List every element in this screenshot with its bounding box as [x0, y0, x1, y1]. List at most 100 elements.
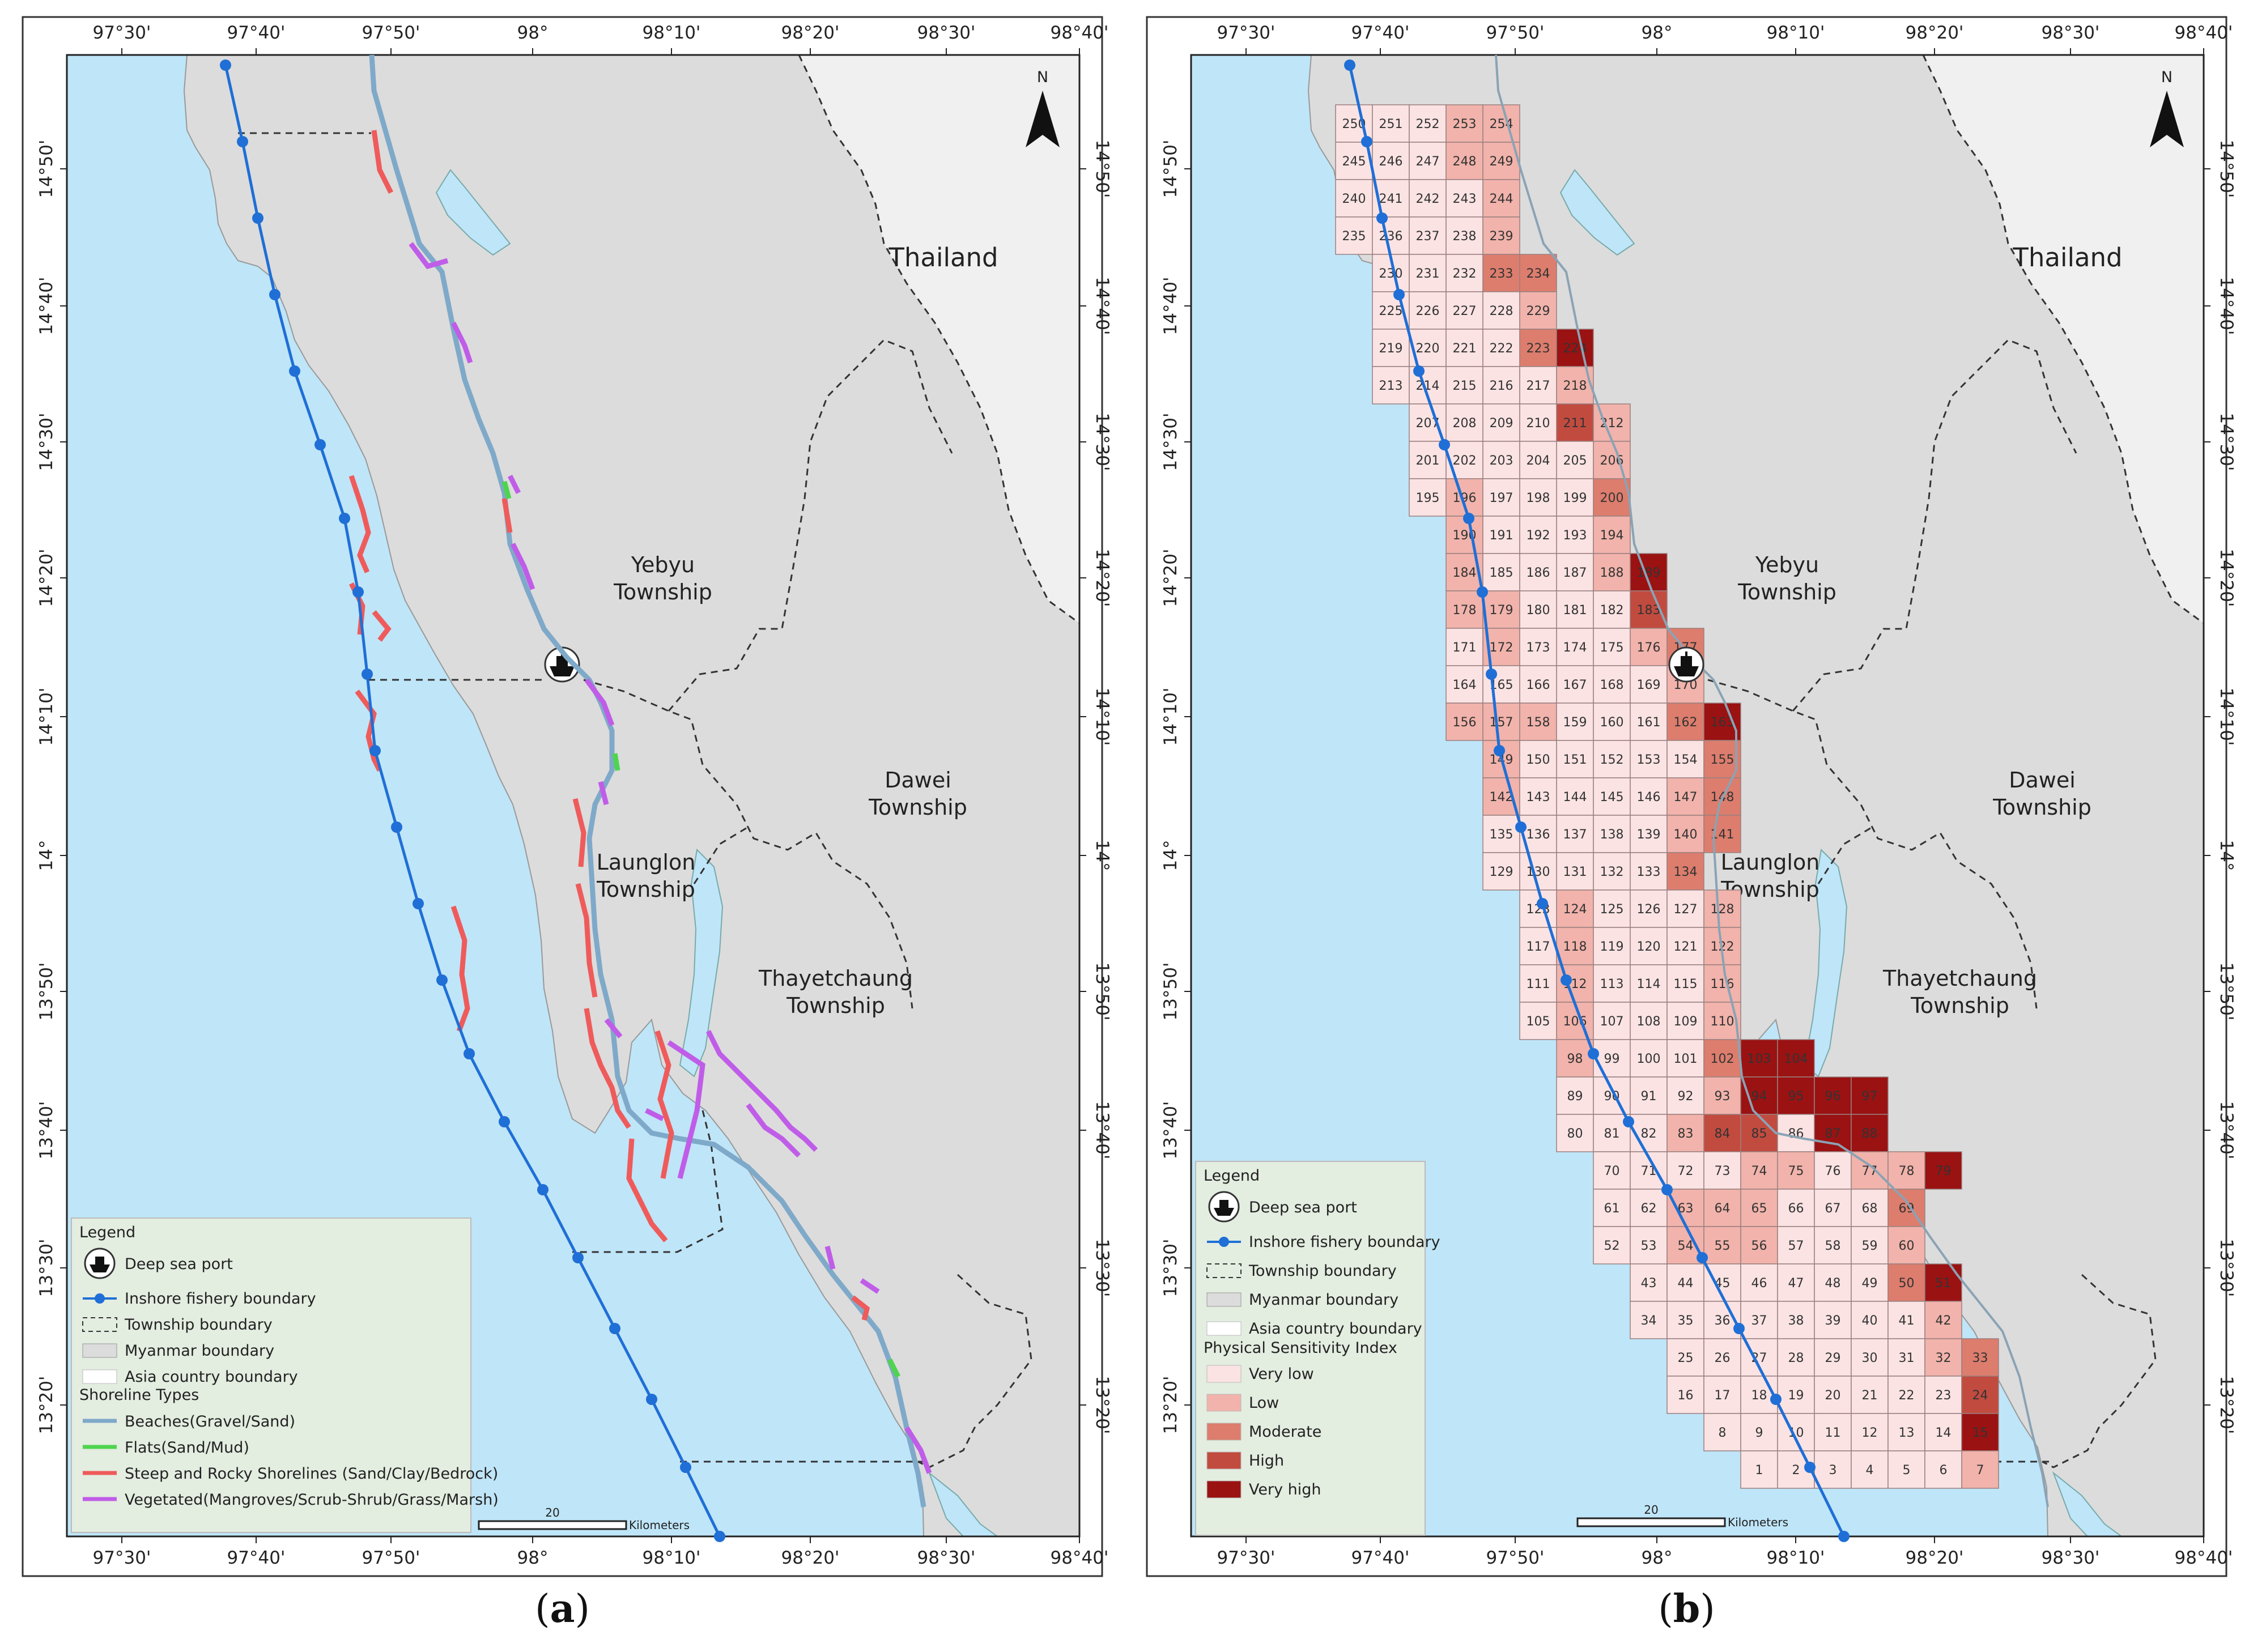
grid-cell-number: 3 — [1829, 1463, 1837, 1478]
vegetated-shoreline — [705, 1029, 818, 1152]
grid-cell-number: 230 — [1379, 267, 1403, 281]
white-box-icon — [82, 1369, 117, 1384]
country-border — [798, 54, 1080, 624]
grid-cell-number: 173 — [1527, 641, 1550, 655]
fishery-boundary-point — [1361, 136, 1372, 147]
grid-cell-number: 162 — [1674, 716, 1698, 730]
sensitivity-swatch — [1206, 1365, 1242, 1383]
grid-cell — [1630, 964, 1668, 1003]
fishery-boundary-point — [1344, 59, 1355, 71]
grid-cell-number: 200 — [1600, 491, 1624, 505]
thailand-land — [1923, 55, 2204, 623]
grid-cell-number: 216 — [1490, 379, 1513, 393]
grid-cell-number: 235 — [1342, 229, 1366, 244]
grid-cell — [1814, 1114, 1852, 1152]
grid-cell — [1593, 702, 1631, 741]
grid-cell-number: 6 — [1940, 1463, 1948, 1478]
grid-cell-number: 211 — [1563, 416, 1587, 431]
grid-cell — [1740, 1263, 1778, 1302]
grid-cell-number: 155 — [1711, 753, 1734, 767]
grid-cell — [1409, 254, 1447, 292]
grid-cell-number: 180 — [1527, 603, 1550, 618]
grid-cell-number: 194 — [1600, 529, 1624, 543]
fishery-boundary-point — [1413, 365, 1425, 377]
grid-cell — [1593, 815, 1631, 853]
sensitivity-swatch — [1206, 1423, 1242, 1441]
scale-bar-value: 20 — [545, 1506, 559, 1519]
grid-cell — [1777, 1151, 1815, 1190]
grid-cell-number: 185 — [1490, 566, 1513, 580]
grid-cell-number: 168 — [1600, 678, 1624, 692]
grid-cell — [1482, 216, 1520, 255]
grid-cell — [1482, 516, 1520, 554]
grid-cell-number: 125 — [1600, 902, 1624, 917]
fishery-boundary-point — [1838, 1531, 1850, 1542]
grid-cell-number: 172 — [1490, 641, 1513, 655]
rocky-shoreline — [654, 1030, 674, 1179]
grid-cell-number: 233 — [1490, 267, 1513, 281]
grid-cell-number: 38 — [1788, 1314, 1804, 1328]
grid-cell-number: 84 — [1715, 1127, 1731, 1141]
latitude-label: 14°10' — [1092, 688, 1112, 746]
legend-item: Township boundary — [82, 1316, 273, 1334]
longitude-label: 98°20' — [781, 1548, 840, 1568]
grid-cell-number: 171 — [1453, 641, 1477, 655]
grid-cell-number: 40 — [1862, 1314, 1878, 1328]
grid-cell-number: 161 — [1637, 716, 1661, 730]
grid-cell-number: 189 — [1637, 566, 1661, 580]
latitude-label: 14°20' — [1160, 549, 1181, 607]
legend-label: Asia country boundary — [1249, 1320, 1422, 1338]
rocky-shoreline — [851, 1295, 870, 1321]
grid-cell-number: 39 — [1825, 1314, 1841, 1328]
fishery-boundary-point — [391, 821, 402, 833]
rocky-shoreline — [501, 498, 513, 533]
grid-cell-number: 215 — [1453, 379, 1477, 393]
fishery-boundary-point — [269, 289, 280, 300]
longitude-label: 97°50' — [362, 23, 420, 43]
grid-cell — [1593, 516, 1631, 554]
fishery-boundary-point — [220, 59, 231, 71]
grid-cell-number: 30 — [1862, 1351, 1878, 1365]
latitude-label: 14° — [2216, 840, 2237, 871]
grid-cell-number: 132 — [1600, 865, 1624, 879]
grid-cell-number: 66 — [1788, 1202, 1804, 1216]
latitude-label: 13°30' — [2216, 1239, 2237, 1297]
grid-cell — [1924, 1301, 1962, 1339]
grid-cell — [1593, 1002, 1631, 1040]
fishery-boundary-point — [1623, 1116, 1634, 1127]
latitude-label: 14°40' — [1160, 277, 1181, 335]
grid-cell — [1740, 1151, 1778, 1190]
grid-cell — [1446, 366, 1483, 405]
fishery-boundary-point — [1477, 586, 1488, 598]
latitude-label: 14°50' — [36, 140, 57, 198]
grid-cell-number: 89 — [1567, 1089, 1583, 1104]
latitude-label: 14°20' — [2216, 549, 2237, 607]
fishery-boundary-point — [252, 212, 263, 224]
fishery-boundary-point — [1486, 669, 1497, 680]
vegetated-shoreline — [824, 1245, 836, 1270]
grid-cell-number: 21 — [1862, 1389, 1878, 1403]
grid-cell-number: 19 — [1788, 1389, 1804, 1403]
grid-cell-number: 24 — [1972, 1389, 1988, 1403]
grid-cell — [1814, 1226, 1852, 1264]
grid-cell-number: 247 — [1416, 155, 1440, 169]
grid-cell-number: 158 — [1527, 716, 1550, 730]
grid-cell-number: 179 — [1490, 603, 1513, 618]
river-water — [1803, 848, 1848, 1078]
township-boundary — [583, 679, 913, 1009]
grid-cell-number: 220 — [1416, 342, 1440, 356]
latitude-label: 13°20' — [1160, 1376, 1181, 1434]
grid-cell-number: 62 — [1641, 1202, 1657, 1216]
dashed-box-icon — [82, 1317, 117, 1332]
rocky-shoreline — [584, 1008, 631, 1129]
grid-cell — [1924, 1263, 1962, 1302]
grid-cell — [1814, 1450, 1852, 1489]
latitude-label: 14°30' — [1160, 413, 1181, 471]
legend-label: Inshore fishery boundary — [1249, 1233, 1440, 1251]
grid-cell-number: 218 — [1563, 379, 1587, 393]
grid-cell-number: 35 — [1678, 1314, 1694, 1328]
longitude-label: 98°20' — [781, 23, 840, 43]
grid-cell — [1777, 1263, 1815, 1302]
latitude-label: 13°30' — [36, 1239, 57, 1297]
